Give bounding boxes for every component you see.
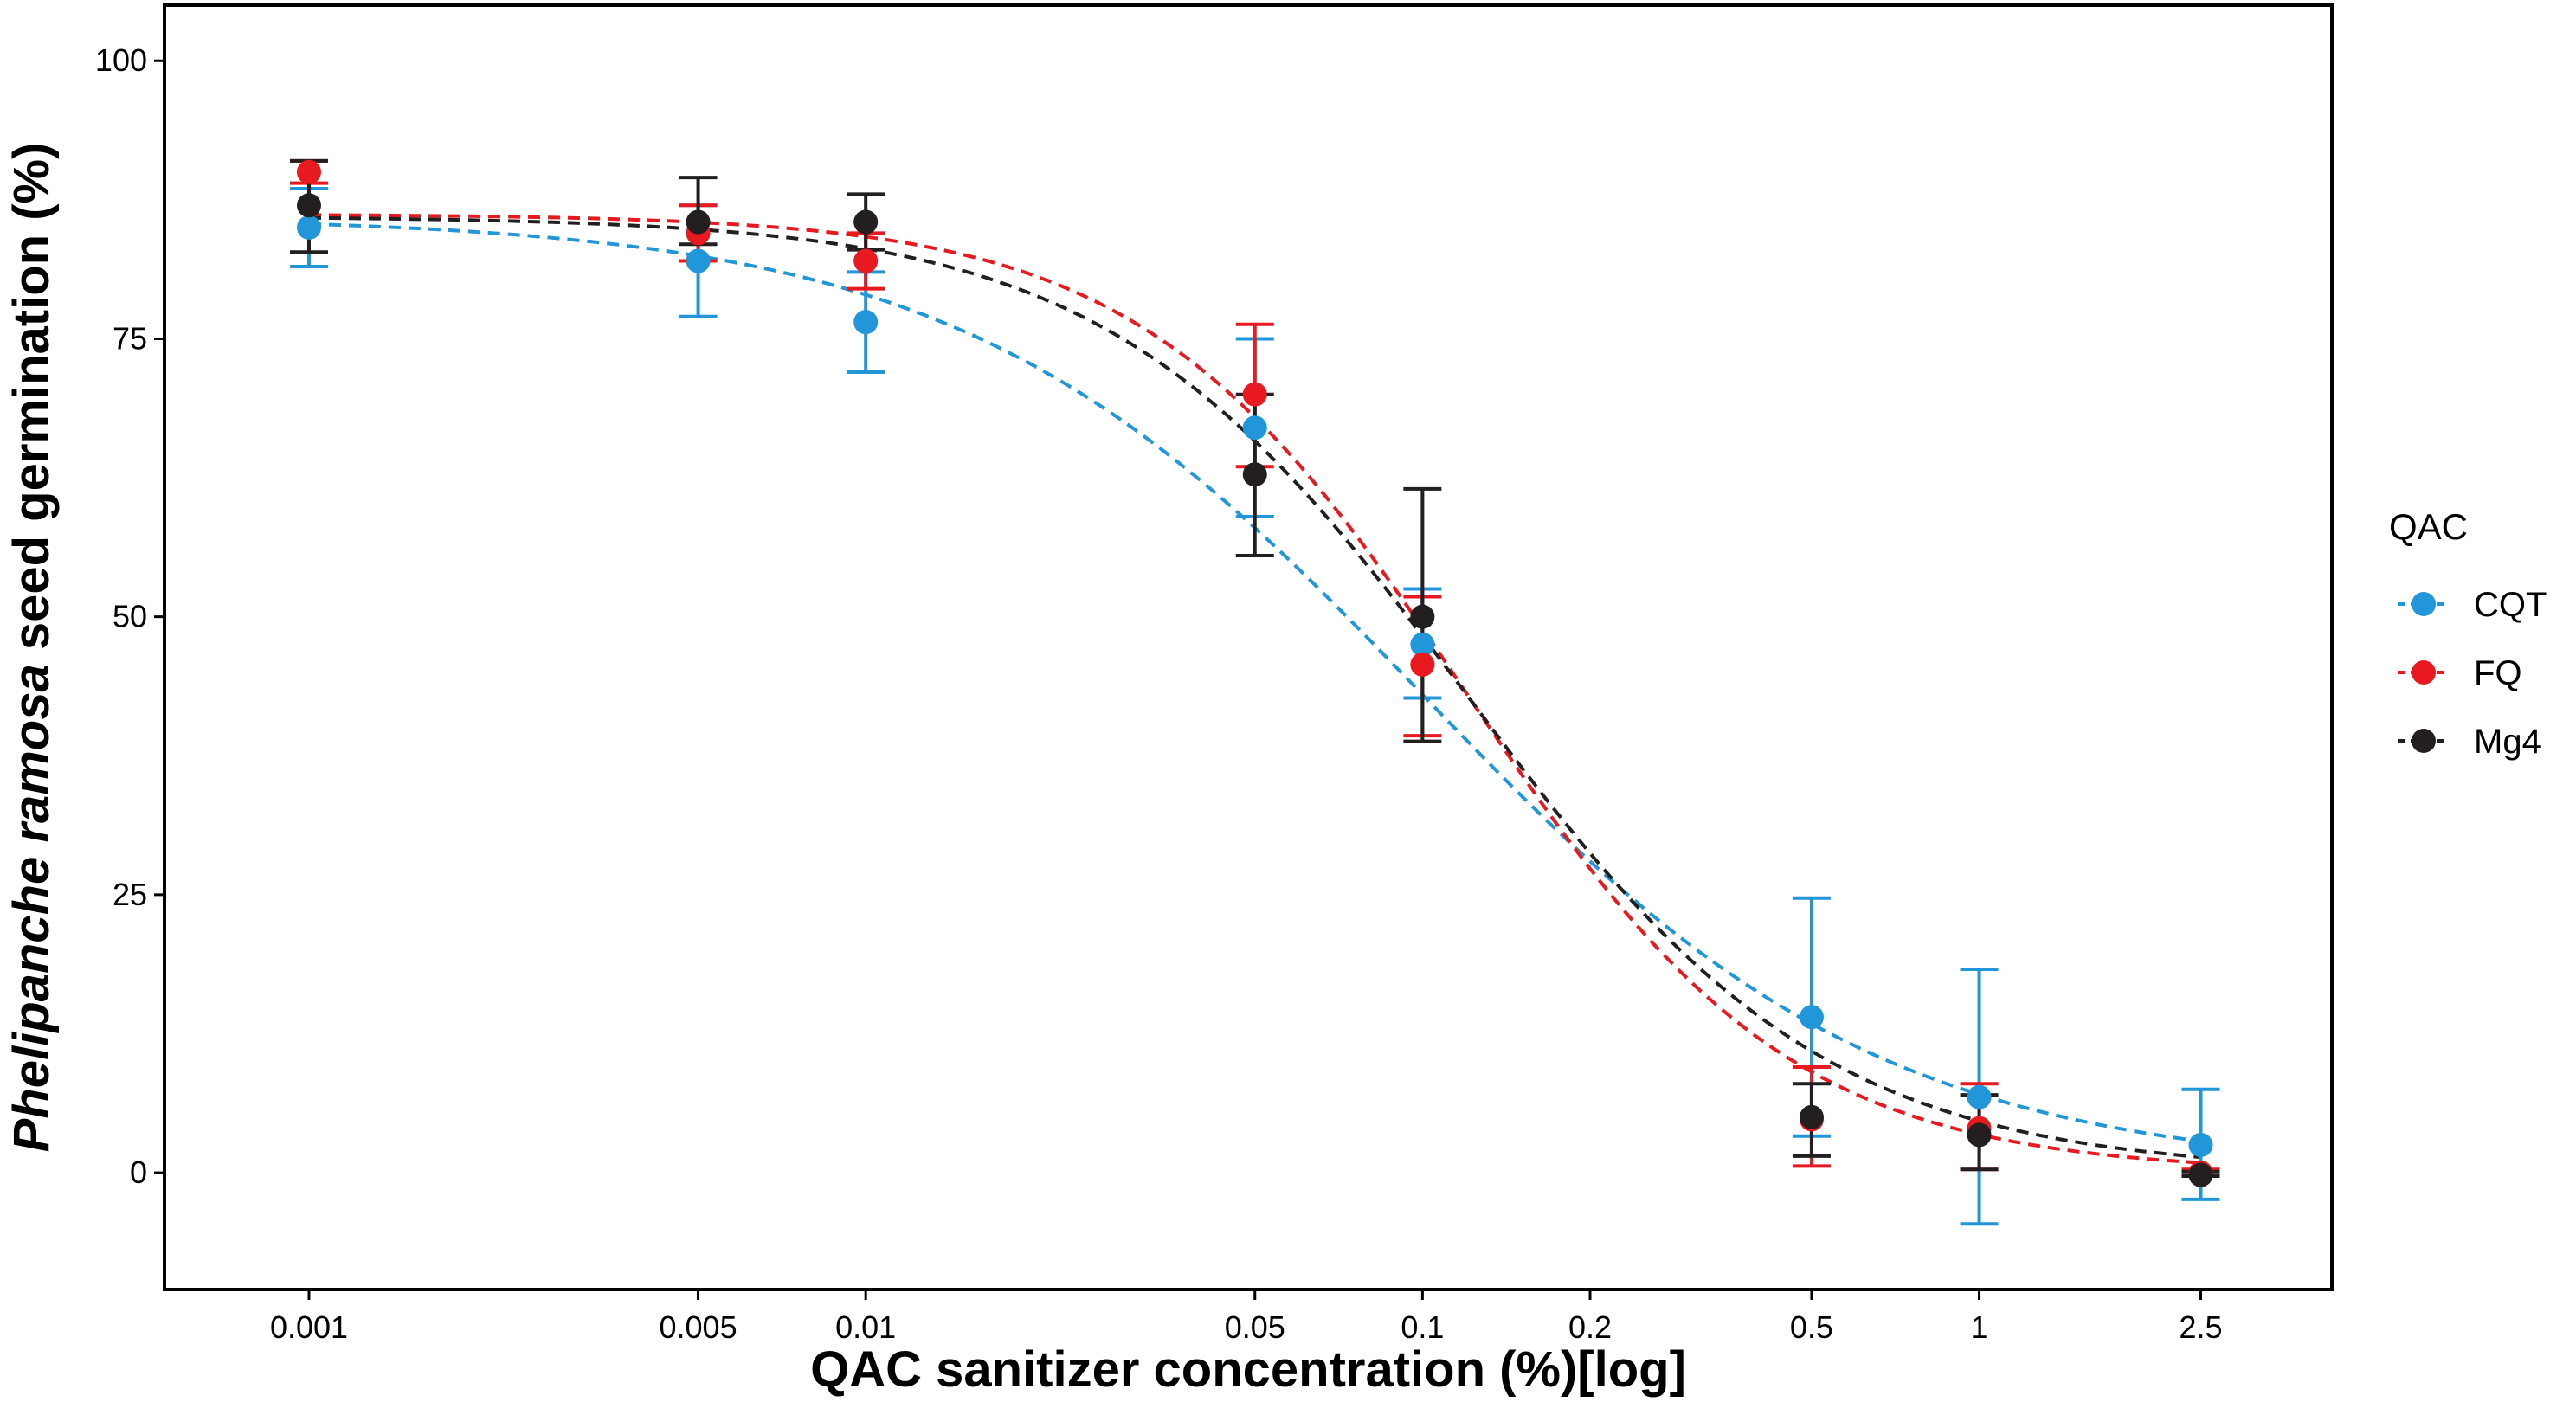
legend-item-fq: FQ xyxy=(2398,654,2522,692)
legend-label: Mg4 xyxy=(2474,723,2541,761)
data-point-fq xyxy=(296,159,321,184)
y-tick-label: 25 xyxy=(113,877,147,912)
data-point-mg4 xyxy=(853,209,879,235)
y-tick-label: 0 xyxy=(130,1154,147,1190)
data-point-mg4 xyxy=(296,193,321,218)
legend-title: QAC xyxy=(2389,506,2468,547)
y-tick-label: 75 xyxy=(113,320,147,356)
data-point-mg4 xyxy=(2188,1162,2213,1187)
x-tick-label: 0.05 xyxy=(1225,1309,1285,1345)
data-point-cqt xyxy=(296,215,321,240)
legend-marker xyxy=(2412,660,2436,685)
axis-ticks xyxy=(154,59,2203,1300)
x-tick-label: 0.005 xyxy=(660,1309,737,1345)
data-point-cqt xyxy=(853,310,879,335)
data-point-fq xyxy=(1242,382,1267,407)
x-tick-label: 1 xyxy=(1971,1309,1988,1345)
x-axis-title: QAC sanitizer concentration (%)[log] xyxy=(810,1341,1686,1398)
x-tick-label: 0.5 xyxy=(1790,1309,1833,1345)
x-tick-labels: 0.001 0.005 0.01 0.05 0.1 0.2 0.5 1 2.5 xyxy=(270,1309,2223,1345)
y-tick-label: 100 xyxy=(95,42,147,78)
data-point-mg4 xyxy=(1799,1104,1824,1129)
legend-marker xyxy=(2412,592,2436,616)
data-points xyxy=(296,159,2213,1187)
data-point-mg4 xyxy=(1967,1122,1992,1148)
y-axis-title-rest: seed germination (%) xyxy=(3,143,60,665)
legend-label: FQ xyxy=(2474,654,2522,692)
y-tick-labels: 0 25 50 75 100 xyxy=(95,42,147,1190)
y-axis-title-species: Phelipanche ramosa xyxy=(3,664,60,1152)
legend: QAC CQT FQ Mg4 xyxy=(2389,506,2547,761)
data-point-cqt xyxy=(686,248,711,273)
x-tick-label: 2.5 xyxy=(2179,1309,2222,1345)
plot-panel-border xyxy=(163,3,2334,1291)
fit-curve-fq xyxy=(309,213,2201,1165)
data-point-cqt xyxy=(1242,415,1267,441)
x-tick-label: 0.1 xyxy=(1401,1309,1444,1345)
y-axis-title: Phelipanche ramosa seed germination (%) xyxy=(3,143,60,1153)
legend-item-mg4: Mg4 xyxy=(2398,723,2541,761)
legend-marker xyxy=(2412,729,2436,753)
y-tick-label: 50 xyxy=(113,599,147,634)
legend-label: CQT xyxy=(2474,586,2547,624)
x-tick-label: 0.01 xyxy=(835,1309,896,1345)
legend-item-cqt: CQT xyxy=(2398,586,2547,624)
data-point-cqt xyxy=(1410,632,1435,657)
x-tick-label: 0.001 xyxy=(270,1309,348,1345)
data-point-cqt xyxy=(1799,1005,1824,1030)
data-point-cqt xyxy=(2188,1132,2213,1157)
data-point-fq xyxy=(1410,652,1435,677)
x-tick-label: 0.2 xyxy=(1568,1309,1612,1345)
data-point-mg4 xyxy=(1410,604,1435,629)
data-point-cqt xyxy=(1967,1084,1992,1109)
data-point-fq xyxy=(853,248,879,273)
data-point-mg4 xyxy=(686,209,711,235)
data-point-mg4 xyxy=(1242,462,1267,487)
